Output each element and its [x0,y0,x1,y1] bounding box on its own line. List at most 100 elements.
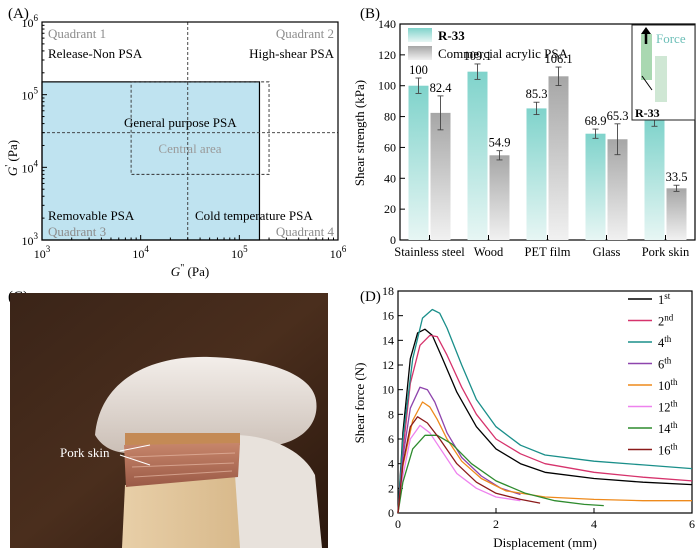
legend-label-commercial: Commercial acrylic PSA [438,46,569,61]
inset-r33-label: R-33 [635,106,660,120]
bar-value-label: 33.5 [666,170,688,184]
glove-thumb [215,435,322,548]
inset-strip-left [641,34,652,80]
removable-psa-label: Removable PSA [48,208,135,223]
high-shear-psa-label: High-shear PSA [249,46,334,61]
y-tick-label: 104 [22,158,39,175]
svg-text:G' (Pa): G' (Pa) [4,140,20,176]
panel-d-frame [397,290,693,514]
x-tick-label: PET film [525,245,571,259]
y-tick-label: 0 [390,233,396,247]
wood-bottom-block [122,475,240,548]
panel-a-label: (A) [8,6,29,22]
y-tick-label: 105 [22,86,39,103]
series-line-2nd [397,334,693,514]
bar-value-label: 85.3 [526,87,548,101]
wood-top-plate [125,433,240,445]
x-tick-label: Pork skin [642,245,690,259]
y-tick-label: 40 [384,171,396,185]
panel-b-label: (B) [360,6,380,22]
x-tick-label: 4 [591,517,597,531]
y-tick-label: 18 [382,285,394,298]
series-line-12th [397,424,521,514]
general-purpose-psa-label: General purpose PSA [124,115,237,130]
inset-force-label: Force [656,31,686,46]
bar-commercial [489,155,510,240]
legend-swatch-commercial [408,46,432,60]
bar-r33 [644,120,665,240]
central-area-label: Central area [158,141,221,156]
panel-d-plot: 0 2 4 6 8 10 12 14 16 18 0 2 4 6 1st 2nd 4th 6th 10th 12th 1… [382,285,695,531]
series-line-4th [397,308,693,514]
bar-value-label: 100 [409,63,428,77]
annotation-pointer-2 [119,454,151,466]
series-line-14th [397,434,604,514]
bar-value-label: 82.4 [430,81,453,95]
pork-skin-texture [129,452,236,478]
x-tick-label: 103 [34,244,51,261]
bar-value-label: 109.1 [463,49,491,63]
panel-d-y-axis-label: Shear force (N) [352,363,367,444]
y-tick-label: 14 [382,333,394,347]
panel-b-inset: Force R-33 [631,24,696,121]
bar-r33 [526,108,547,240]
legend-label-1st: 1st [658,291,671,307]
legend-label-14th: 14th [658,420,678,436]
x-tick-label: Wood [474,245,504,259]
x-tick-label: 0 [395,517,401,531]
bar-commercial [430,112,451,240]
legend-swatch-r33 [408,28,432,42]
y-tick-label: 10 [382,383,394,397]
bar-commercial [666,188,687,240]
series-line-6th [397,386,521,514]
bar-r33 [585,133,606,240]
y-tick-label: 140 [378,17,396,31]
y-tick-label: 103 [22,231,39,248]
y-tick-label: 8 [388,407,394,421]
panel-a-y-axis-label: G' (Pa) [4,140,20,176]
x-tick-label: 105 [231,244,248,261]
legend-label-4th: 4th [658,334,672,350]
bar-commercial [548,76,569,240]
x-tick-label: 2 [493,517,499,531]
y-tick-label: 4 [388,457,394,471]
y-tick-label: 6 [388,432,394,446]
quadrant-2-label: Quadrant 2 [276,26,334,41]
bar-value-label: 106.1 [544,52,572,66]
y-tick-label: 100 [378,79,396,93]
y-tick-label: 0 [388,506,394,520]
inset-strip-right [655,56,667,102]
panel-a-frame [41,21,339,241]
viscoelastic-window-region [41,81,261,241]
legend-label-10th: 10th [658,377,678,393]
panel-d-chart: (D) 0 2 4 6 8 10 12 14 16 18 0 2 4 6 1st 2nd 4th 6th 10th 1… [352,285,695,550]
panel-b-y-axis-label: Shear strength (kPa) [352,80,367,186]
legend-label-r33: R-33 [438,28,465,43]
bar-value-label: 54.9 [489,136,511,150]
x-tick-label: Glass [593,245,621,259]
panel-b-legend: R-33 Commercial acrylic PSA [408,28,569,61]
x-tick-label: 6 [689,517,695,531]
bar-r33 [408,85,429,240]
bar-value-label: 68.9 [585,114,607,128]
y-tick-label: 80 [384,110,396,124]
glove-finger [95,356,317,454]
x-tick-label: 104 [132,244,149,261]
cold-temperature-psa-label: Cold temperature PSA [195,208,313,223]
panel-d-label: (D) [360,289,381,305]
legend-label-2nd: 2nd [658,313,674,329]
bar-value-label: 65.3 [607,109,629,123]
series-line-10th [397,401,692,514]
y-tick-label: 60 [384,140,396,154]
series-line-16th [397,416,541,514]
bar-r33 [467,71,488,240]
release-non-psa-label: Release-Non PSA [48,46,143,61]
legend-label-16th: 16th [658,442,678,458]
panel-a-x-axis-label: G" (Pa) [171,263,209,279]
y-tick-label: 2 [388,481,394,495]
panel-d-x-axis-label: Displacement (mm) [493,535,597,550]
